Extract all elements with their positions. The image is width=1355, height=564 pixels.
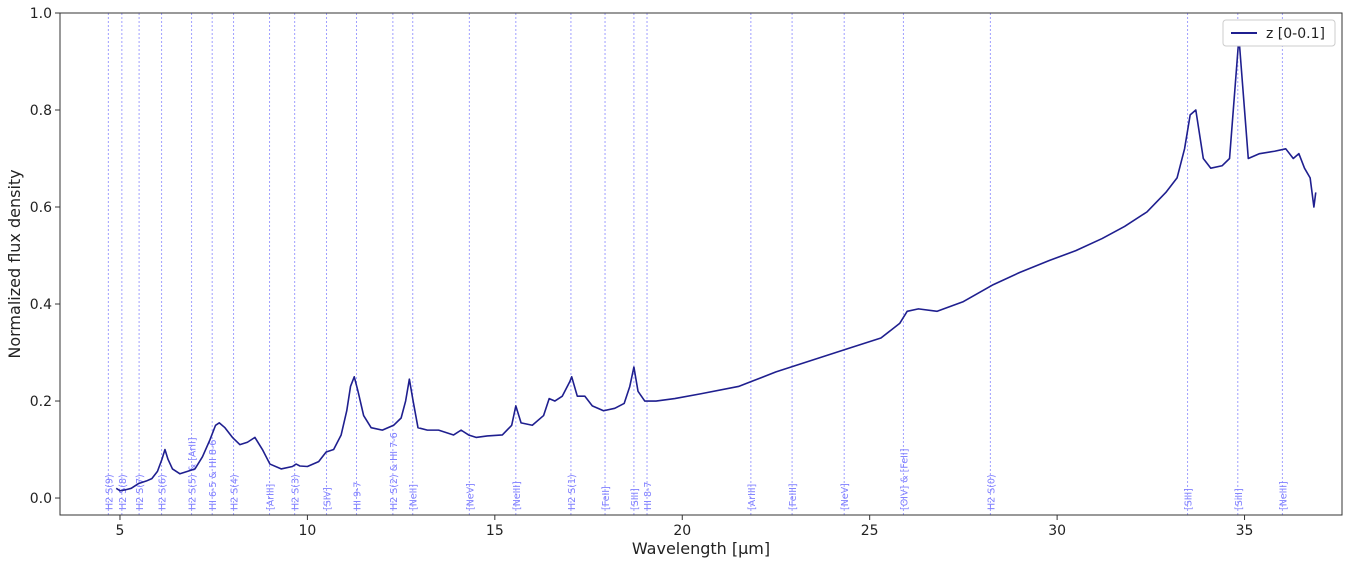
emission-line-labels: H2 S(9) H2 S(8) H2 S(7) H2 S(6) H2 S(5) & [A… — [104, 432, 1289, 510]
y-axis-title: Normalized flux density — [5, 169, 24, 358]
emission-line-label: H2 S(2) & HI 7-6 — [389, 432, 400, 510]
emission-line-label: [NeV] — [840, 483, 851, 510]
series-line — [115, 36, 1317, 492]
emission-line-label: [SIII] — [1184, 488, 1195, 510]
x-tick-label: 35 — [1236, 523, 1254, 539]
emission-line-label: [ArIII] — [266, 484, 277, 510]
emission-line-label: [SIV] — [323, 487, 334, 510]
emission-line-label: H2 S(9) — [104, 474, 115, 510]
series-layer — [115, 36, 1317, 492]
emission-line-label: [ArIII] — [747, 484, 758, 510]
emission-line-label: [OIV] & [FeII] — [899, 449, 910, 510]
x-tick-label: 5 — [116, 523, 125, 539]
emission-line-label: [NeIII] — [1278, 481, 1289, 510]
emission-line-label: H2 S(5) & [ArII] — [188, 437, 199, 510]
y-tick-label: 0.8 — [30, 103, 52, 119]
legend-label: z [0-0.1] — [1266, 26, 1325, 42]
emission-line-label: [SIII] — [630, 488, 641, 510]
emission-line-label: H2 S(0) — [986, 474, 997, 510]
x-tick-label: 30 — [1048, 523, 1066, 539]
emission-line-label: HI 8-7 — [643, 482, 654, 510]
y-tick-label: 0.6 — [30, 200, 52, 216]
emission-line-label: H2 S(3) — [291, 474, 302, 510]
emission-line-label: H2 S(7) — [135, 474, 146, 510]
plot-frame — [59, 12, 1343, 516]
y-tick-label: 0.4 — [30, 297, 52, 313]
emission-line-label: H2 S(1) — [567, 474, 578, 510]
x-axis-ticks: 5 10 15 20 25 30 35 — [116, 515, 1254, 539]
emission-line-label: HI 6-5 & HI 8-6 — [208, 440, 219, 510]
emission-line-label: H2 S(8) — [118, 474, 129, 510]
y-tick-label: 1.0 — [30, 6, 52, 22]
legend-box — [1222, 19, 1336, 47]
y-tick-label: 0.2 — [30, 394, 52, 410]
x-tick-label: 25 — [861, 523, 879, 539]
emission-line-markers — [107, 13, 1283, 515]
y-tick-label: 0.0 — [30, 491, 52, 507]
emission-line-label: HI 9-7 — [353, 482, 364, 510]
y-axis-ticks: 0.0 0.2 0.4 0.6 0.8 1.0 — [30, 6, 60, 507]
emission-line-label: [NeIII] — [512, 481, 523, 510]
emission-line-label: [FeIII] — [788, 483, 799, 510]
emission-line-label: [FeII] — [601, 486, 612, 510]
emission-line-label: [NeII] — [409, 484, 420, 510]
x-axis-title: Wavelength [μm] — [632, 539, 770, 558]
emission-line-label: H2 S(6) — [158, 474, 169, 510]
emission-line-label: H2 S(4) — [230, 474, 241, 510]
x-tick-label: 20 — [673, 523, 691, 539]
emission-line-label: [SiII] — [1234, 488, 1245, 510]
emission-line-label: [NeV] — [465, 483, 476, 510]
x-tick-label: 15 — [486, 523, 504, 539]
legend: z [0-0.1] — [1222, 19, 1336, 47]
x-tick-label: 10 — [298, 523, 316, 539]
